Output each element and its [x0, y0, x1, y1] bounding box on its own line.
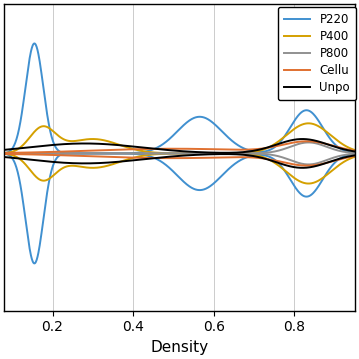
Cellu	[304, 139, 308, 143]
Cellu	[353, 149, 357, 153]
P400	[306, 121, 311, 126]
P400	[215, 151, 220, 155]
Legend: P220, P400, P800, Cellu, Unpo: P220, P400, P800, Cellu, Unpo	[278, 7, 356, 100]
P220	[24, 84, 28, 88]
P800	[225, 151, 230, 155]
Unpo	[2, 148, 6, 152]
Line: P800: P800	[4, 143, 355, 153]
Unpo	[24, 145, 28, 150]
P400	[353, 148, 357, 152]
Cellu	[206, 147, 210, 151]
Unpo	[223, 151, 227, 155]
Cellu	[305, 139, 309, 143]
Line: Unpo: Unpo	[4, 139, 355, 153]
P800	[353, 151, 357, 155]
Unpo	[305, 137, 309, 141]
Cellu	[268, 145, 272, 149]
P800	[304, 140, 308, 145]
Unpo	[226, 151, 230, 155]
P220	[353, 151, 357, 155]
P220	[32, 41, 37, 46]
P220	[305, 108, 309, 112]
Line: Cellu: Cellu	[4, 141, 355, 153]
Unpo	[269, 144, 273, 149]
P400	[206, 151, 210, 155]
P400	[269, 144, 273, 149]
P400	[226, 151, 230, 155]
P220	[269, 147, 273, 151]
Cellu	[2, 151, 6, 155]
Cellu	[215, 147, 219, 151]
P800	[2, 151, 6, 155]
Unpo	[353, 149, 357, 154]
P800	[24, 151, 28, 155]
P400	[205, 151, 209, 155]
P220	[206, 117, 211, 122]
Line: P220: P220	[4, 43, 355, 153]
P220	[82, 151, 86, 155]
P800	[215, 151, 219, 155]
P800	[306, 140, 311, 145]
Unpo	[215, 150, 219, 155]
P220	[216, 125, 220, 130]
P800	[268, 150, 272, 154]
Cellu	[24, 150, 28, 155]
X-axis label: Density: Density	[150, 340, 209, 355]
Unpo	[300, 137, 305, 141]
P400	[304, 121, 309, 126]
P400	[2, 151, 6, 155]
Unpo	[206, 150, 210, 155]
Line: P400: P400	[4, 123, 355, 153]
P800	[206, 151, 210, 155]
Cellu	[225, 148, 230, 152]
P400	[24, 140, 28, 144]
P220	[2, 151, 6, 155]
P220	[226, 135, 230, 140]
